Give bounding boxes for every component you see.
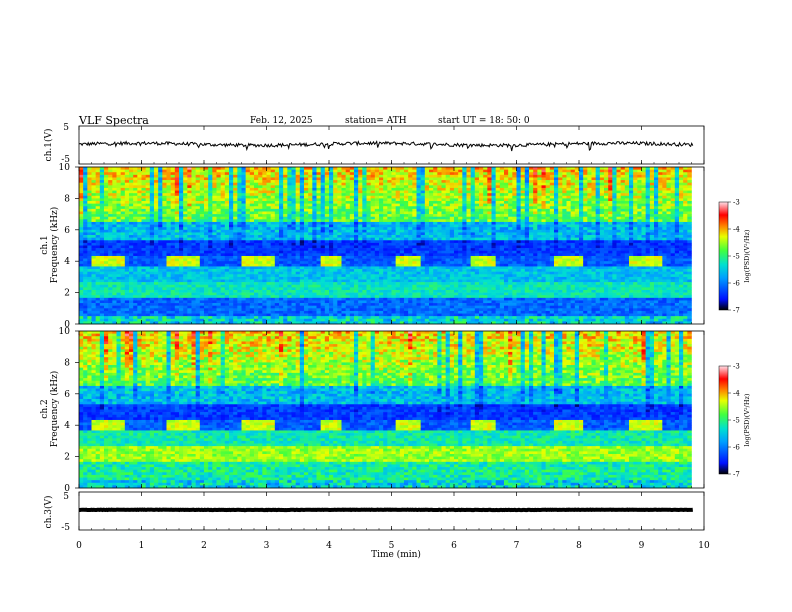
ch2-spectrogram-ytick: 0 (64, 484, 70, 494)
time-axis-tick: 0 (76, 541, 82, 551)
ch2-colorbar-tick: -7 (733, 471, 740, 479)
time-axis-tick: 10 (698, 541, 710, 551)
time-axis-tick: 7 (514, 541, 520, 551)
ch1-voltage-ylabel: ch.1(V) (43, 129, 54, 162)
ch1-colorbar: -3 -4 -5 -6 -7 log(PSD)(V²/Hz) (718, 199, 751, 315)
ch2-spectrogram-ytick: 10 (59, 327, 71, 337)
time-axis-tick: 2 (201, 541, 207, 551)
ch3-voltage-panel: 5 -5 ch.3(V) (43, 491, 705, 533)
time-axis-tick: 4 (326, 541, 332, 551)
ch2-colorbar-label: log(PSD)(V²/Hz) (743, 393, 751, 446)
date-label: Feb. 12, 2025 (250, 116, 313, 126)
time-axis-label: Time (min) (371, 549, 421, 560)
ch1-colorbar-tick: -5 (733, 253, 740, 261)
ch2-colorbar: -3 -4 -5 -6 -7 log(PSD)(V²/Hz) (718, 363, 751, 479)
ch1-spectrogram-ytick: 2 (64, 289, 70, 299)
ch1-colorbar-tick: -7 (733, 307, 740, 315)
ch3-ytick-top: 5 (63, 492, 69, 502)
time-axis-tick: 8 (576, 541, 582, 551)
ch1-voltage-panel: 5 -5 ch.1(V) (43, 123, 705, 165)
time-axis-tick: 6 (451, 541, 457, 551)
ch1-spectrogram-ytick: 6 (64, 226, 70, 236)
ch2-spectrogram-ytick: 4 (64, 421, 70, 431)
ch1-colorbar-gradient (718, 201, 729, 311)
time-axis-tick: 3 (264, 541, 270, 551)
ch1-voltage-frame (78, 125, 705, 165)
ch1-colorbar-tick: -3 (733, 199, 740, 207)
ch1-colorbar-label: log(PSD)(V²/Hz) (743, 229, 751, 282)
ch1-spectrogram-ytick: 10 (59, 163, 71, 173)
ch1-colorbar-tick: -6 (733, 280, 740, 288)
ch2-spectrogram-image (79, 331, 692, 489)
time-axis: 0 1 2 3 4 5 6 7 8 9 10 (76, 126, 710, 551)
time-axis-tick: 9 (639, 541, 645, 551)
time-axis-tick: 5 (389, 541, 395, 551)
start-ut-label: start UT = 18: 50: 0 (438, 116, 530, 126)
ch2-spectrogram-ylabel-frequency: Frequency (kHz) (49, 371, 60, 448)
ch3-ytick-bottom: -5 (61, 523, 70, 533)
ch2-colorbar-tick: -6 (733, 444, 740, 452)
ch2-spectrogram-ylabel-channel: ch.2 (40, 399, 50, 418)
ch1-spectrogram-ytick: 0 (64, 320, 70, 330)
ch2-colorbar-tick: -5 (733, 417, 740, 425)
ch1-spectrogram-ylabel-channel: ch.1 (40, 235, 50, 254)
ch1-spectrogram-image (79, 167, 692, 325)
ch2-spectrogram-ytick: 6 (64, 390, 70, 400)
ch1-spectrogram-ytick: 8 (64, 194, 70, 204)
ch2-colorbar-gradient (718, 365, 729, 475)
ch1-ytick-top: 5 (63, 123, 69, 133)
ch2-spectrogram-panel: 0 2 4 6 8 10 ch.2 Frequency (kHz) -3 -4 -5 -6 -7 … (40, 327, 751, 494)
ch2-colorbar-tick: -4 (733, 390, 740, 398)
ch3-voltage-trace (79, 507, 693, 513)
ch1-spectrogram-ytick: 4 (64, 257, 70, 267)
figure-title: VLF Spectra (78, 114, 149, 127)
time-axis-tick: 1 (139, 541, 145, 551)
station-label: station= ATH (345, 116, 407, 126)
ch2-spectrogram-ytick: 2 (64, 453, 70, 463)
ch3-voltage-ylabel: ch.3(V) (43, 496, 54, 529)
ch2-spectrogram-ytick: 8 (64, 358, 70, 368)
ch1-spectrogram-ylabel-frequency: Frequency (kHz) (49, 207, 60, 284)
ch1-colorbar-tick: -4 (733, 226, 740, 234)
ch2-colorbar-tick: -3 (733, 363, 740, 371)
ch1-voltage-trace (78, 140, 694, 152)
ch1-ytick-bottom: -5 (61, 155, 70, 165)
ch1-spectrogram-panel: 0 2 4 6 8 10 ch.1 Frequency (kHz) -3 -4 -5 -6 -7 … (40, 163, 751, 330)
